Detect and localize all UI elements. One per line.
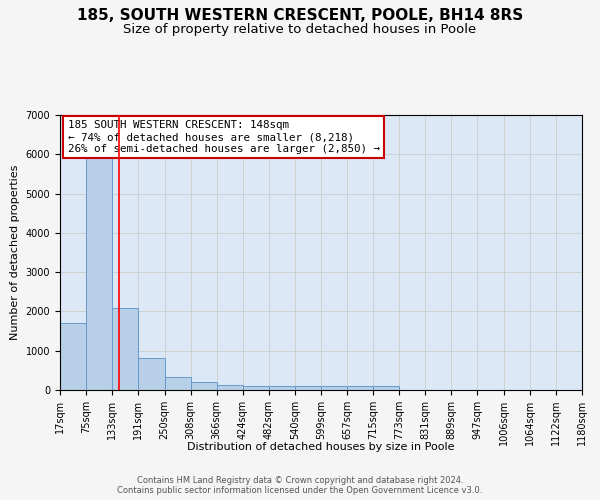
Bar [321, 386, 347, 390]
Bar [242, 386, 269, 390]
Text: Distribution of detached houses by size in Poole: Distribution of detached houses by size … [187, 442, 455, 452]
Bar [217, 385, 242, 390]
Bar [295, 386, 321, 390]
Text: 185, SOUTH WESTERN CRESCENT, POOLE, BH14 8RS: 185, SOUTH WESTERN CRESCENT, POOLE, BH14… [77, 8, 523, 22]
Bar [86, 152, 112, 390]
Y-axis label: Number of detached properties: Number of detached properties [10, 165, 20, 340]
Text: Contains HM Land Registry data © Crown copyright and database right 2024.
Contai: Contains HM Land Registry data © Crown c… [118, 476, 482, 495]
Bar [60, 323, 86, 390]
Text: 185 SOUTH WESTERN CRESCENT: 148sqm
← 74% of detached houses are smaller (8,218)
: 185 SOUTH WESTERN CRESCENT: 148sqm ← 74%… [68, 120, 380, 154]
Bar [112, 308, 138, 390]
Bar [138, 358, 164, 390]
Text: Size of property relative to detached houses in Poole: Size of property relative to detached ho… [124, 22, 476, 36]
Bar [269, 386, 295, 390]
Bar [373, 386, 400, 390]
Bar [164, 376, 191, 390]
Bar [191, 382, 217, 390]
Bar [347, 386, 373, 390]
